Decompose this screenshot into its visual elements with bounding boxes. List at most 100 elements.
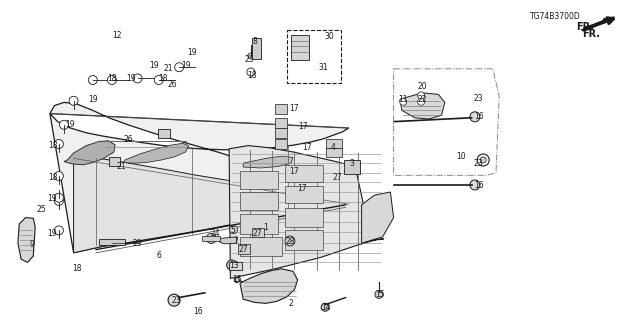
Bar [285, 230, 323, 250]
Text: 19: 19 [126, 74, 136, 83]
Text: 24: 24 [211, 229, 221, 238]
Text: 19: 19 [88, 95, 98, 104]
Text: 9: 9 [29, 240, 35, 249]
Circle shape [470, 180, 480, 190]
Bar [252, 228, 264, 237]
Circle shape [400, 98, 406, 105]
Polygon shape [362, 192, 394, 243]
Text: TG74B3700D: TG74B3700D [530, 12, 581, 21]
Bar [285, 186, 323, 203]
Text: 10: 10 [456, 152, 466, 161]
Text: 25: 25 [36, 205, 47, 214]
Circle shape [248, 53, 254, 59]
Text: 26: 26 [168, 80, 178, 89]
Circle shape [470, 112, 480, 122]
Circle shape [108, 76, 116, 84]
Text: 22: 22 [418, 95, 427, 104]
Bar [285, 208, 323, 227]
Text: 19: 19 [148, 61, 159, 70]
Bar [240, 214, 278, 234]
Bar [229, 262, 242, 270]
Circle shape [88, 76, 97, 84]
Text: 18: 18 [159, 74, 168, 83]
Circle shape [60, 120, 68, 129]
Polygon shape [219, 237, 237, 244]
Text: 14: 14 [321, 303, 332, 312]
Text: 27: 27 [252, 229, 262, 238]
Bar [240, 171, 278, 189]
Text: 3: 3 [349, 159, 355, 168]
Text: 19: 19 [65, 120, 76, 129]
Text: 19: 19 [47, 229, 58, 238]
Circle shape [133, 74, 142, 83]
Circle shape [54, 140, 63, 148]
Circle shape [54, 193, 63, 202]
Text: 27: 27 [238, 245, 248, 254]
Text: 12: 12 [113, 31, 122, 40]
Polygon shape [229, 146, 384, 278]
Bar [275, 104, 287, 114]
Circle shape [154, 76, 163, 84]
Circle shape [375, 291, 383, 299]
Text: 26: 26 [123, 135, 133, 144]
Bar [252, 38, 261, 59]
Text: 16: 16 [193, 307, 204, 316]
Circle shape [285, 236, 295, 246]
Circle shape [418, 98, 424, 105]
Circle shape [230, 226, 237, 234]
Text: 1: 1 [263, 223, 268, 232]
Polygon shape [240, 269, 298, 303]
Text: 8: 8 [252, 37, 257, 46]
Text: 29: 29 [132, 239, 143, 248]
Bar [285, 165, 323, 182]
Bar [291, 35, 309, 60]
Text: 15: 15 [232, 276, 242, 284]
Text: 21: 21 [117, 162, 126, 171]
Text: 17: 17 [289, 104, 300, 113]
Polygon shape [74, 158, 349, 253]
Bar [240, 192, 278, 210]
Text: 4: 4 [330, 143, 335, 152]
Bar [275, 128, 287, 138]
Bar [275, 139, 287, 149]
Bar [287, 30, 341, 83]
Circle shape [477, 154, 489, 166]
Polygon shape [64, 141, 115, 165]
Text: FR.: FR. [576, 22, 594, 32]
Text: 11: 11 [399, 95, 408, 104]
Text: 20: 20 [417, 82, 428, 91]
Circle shape [206, 233, 216, 244]
Text: 15: 15 [374, 290, 385, 299]
Text: 7: 7 [233, 237, 238, 246]
Polygon shape [50, 102, 349, 253]
Text: 31: 31 [318, 63, 328, 72]
Bar [158, 129, 170, 138]
Circle shape [175, 63, 184, 72]
Polygon shape [243, 156, 293, 168]
Text: 16: 16 [474, 112, 484, 121]
Bar [326, 148, 342, 157]
Polygon shape [581, 17, 614, 31]
Circle shape [69, 96, 78, 105]
Polygon shape [18, 218, 35, 262]
Text: 23: 23 [171, 296, 181, 305]
Bar [240, 237, 282, 256]
Bar [109, 157, 120, 166]
Bar [344, 160, 360, 174]
Circle shape [54, 226, 63, 235]
Circle shape [321, 303, 329, 311]
Text: 16: 16 [474, 181, 484, 190]
Text: 17: 17 [298, 122, 308, 131]
Polygon shape [124, 143, 189, 163]
Text: 19: 19 [180, 61, 191, 70]
Text: 25: 25 [244, 55, 255, 64]
Text: 5: 5 [230, 226, 235, 235]
Text: 19: 19 [187, 48, 197, 57]
Text: FR.: FR. [582, 29, 600, 39]
Circle shape [234, 277, 239, 283]
Text: 27: 27 [332, 173, 342, 182]
Circle shape [247, 68, 255, 76]
Circle shape [480, 157, 486, 163]
Circle shape [227, 260, 237, 270]
Text: 18: 18 [108, 74, 116, 83]
